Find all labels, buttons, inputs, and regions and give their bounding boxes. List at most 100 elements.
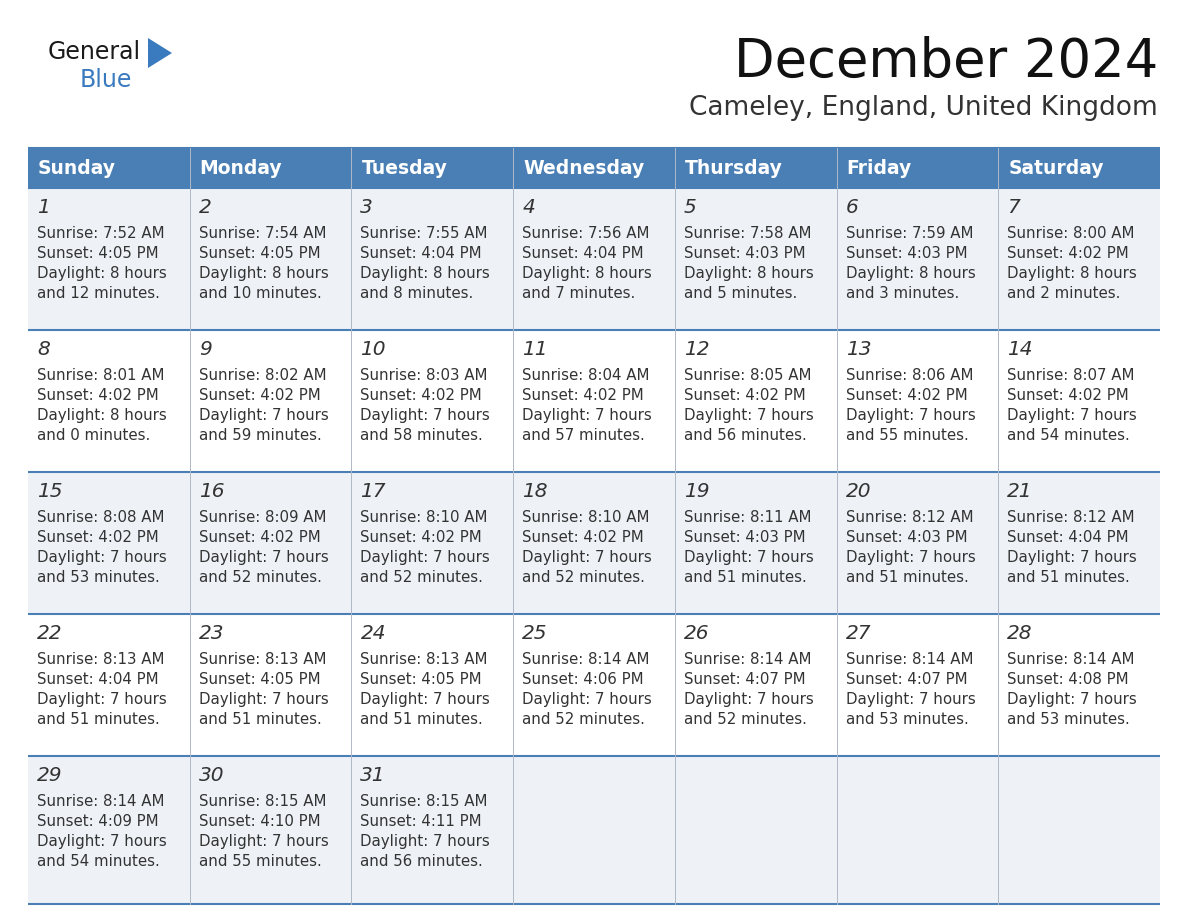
Bar	[29, 472, 1159, 614]
Text: 13: 13	[846, 340, 871, 359]
Text: Sunset: 4:05 PM: Sunset: 4:05 PM	[360, 672, 482, 687]
Text: Sunrise: 8:12 AM: Sunrise: 8:12 AM	[846, 510, 973, 525]
Text: and 51 minutes.: and 51 minutes.	[360, 712, 484, 727]
Text: and 52 minutes.: and 52 minutes.	[360, 570, 484, 585]
Text: Saturday: Saturday	[1009, 159, 1104, 177]
Text: 24: 24	[360, 624, 386, 643]
Text: and 52 minutes.: and 52 minutes.	[198, 570, 322, 585]
Text: 17: 17	[360, 482, 386, 501]
Text: Sunrise: 8:14 AM: Sunrise: 8:14 AM	[684, 652, 811, 667]
Text: Sunset: 4:02 PM: Sunset: 4:02 PM	[198, 388, 321, 403]
Text: and 58 minutes.: and 58 minutes.	[360, 428, 484, 443]
Text: Sunrise: 8:11 AM: Sunrise: 8:11 AM	[684, 510, 811, 525]
Text: 27: 27	[846, 624, 871, 643]
Text: Sunset: 4:04 PM: Sunset: 4:04 PM	[37, 672, 159, 687]
Text: 10: 10	[360, 340, 386, 359]
Text: and 52 minutes.: and 52 minutes.	[523, 712, 645, 727]
Bar	[29, 148, 1159, 188]
Bar	[29, 330, 1159, 472]
Text: Sunset: 4:02 PM: Sunset: 4:02 PM	[1007, 246, 1129, 261]
Text: Daylight: 7 hours: Daylight: 7 hours	[684, 692, 814, 707]
Bar	[29, 756, 1159, 904]
Text: Monday: Monday	[200, 159, 283, 177]
Text: Sunrise: 8:10 AM: Sunrise: 8:10 AM	[360, 510, 488, 525]
Text: Daylight: 8 hours: Daylight: 8 hours	[846, 266, 975, 281]
Text: Sunset: 4:05 PM: Sunset: 4:05 PM	[37, 246, 159, 261]
Text: and 10 minutes.: and 10 minutes.	[198, 286, 322, 301]
Text: Sunrise: 8:00 AM: Sunrise: 8:00 AM	[1007, 226, 1135, 241]
Text: Daylight: 7 hours: Daylight: 7 hours	[198, 408, 328, 423]
Text: 28: 28	[1007, 624, 1032, 643]
Text: Sunset: 4:08 PM: Sunset: 4:08 PM	[1007, 672, 1129, 687]
Text: 14: 14	[1007, 340, 1032, 359]
Text: December 2024: December 2024	[734, 36, 1158, 88]
Text: Sunset: 4:02 PM: Sunset: 4:02 PM	[523, 530, 644, 545]
Text: 11: 11	[523, 340, 548, 359]
Text: Sunrise: 8:01 AM: Sunrise: 8:01 AM	[37, 368, 164, 383]
Text: Daylight: 7 hours: Daylight: 7 hours	[684, 550, 814, 565]
Text: Sunset: 4:03 PM: Sunset: 4:03 PM	[684, 246, 805, 261]
Text: Cameley, England, United Kingdom: Cameley, England, United Kingdom	[689, 95, 1158, 121]
Text: Sunrise: 8:03 AM: Sunrise: 8:03 AM	[360, 368, 488, 383]
Text: Sunset: 4:02 PM: Sunset: 4:02 PM	[37, 388, 159, 403]
Text: and 5 minutes.: and 5 minutes.	[684, 286, 797, 301]
Text: Daylight: 7 hours: Daylight: 7 hours	[846, 692, 975, 707]
Text: Sunset: 4:06 PM: Sunset: 4:06 PM	[523, 672, 644, 687]
Text: and 2 minutes.: and 2 minutes.	[1007, 286, 1120, 301]
Text: Sunrise: 8:15 AM: Sunrise: 8:15 AM	[360, 794, 488, 809]
Text: Sunset: 4:02 PM: Sunset: 4:02 PM	[37, 530, 159, 545]
Text: 12: 12	[684, 340, 709, 359]
Text: 31: 31	[360, 766, 386, 785]
Text: and 51 minutes.: and 51 minutes.	[37, 712, 159, 727]
Text: and 3 minutes.: and 3 minutes.	[846, 286, 959, 301]
Text: and 52 minutes.: and 52 minutes.	[684, 712, 807, 727]
Text: Sunrise: 8:07 AM: Sunrise: 8:07 AM	[1007, 368, 1135, 383]
Text: Sunrise: 8:13 AM: Sunrise: 8:13 AM	[37, 652, 164, 667]
Text: Sunrise: 8:15 AM: Sunrise: 8:15 AM	[198, 794, 327, 809]
Text: Sunset: 4:10 PM: Sunset: 4:10 PM	[198, 814, 321, 829]
Text: Daylight: 7 hours: Daylight: 7 hours	[523, 408, 652, 423]
Text: Daylight: 7 hours: Daylight: 7 hours	[684, 408, 814, 423]
Text: Sunrise: 8:02 AM: Sunrise: 8:02 AM	[198, 368, 327, 383]
Text: Thursday: Thursday	[684, 159, 783, 177]
Text: Daylight: 7 hours: Daylight: 7 hours	[1007, 550, 1137, 565]
Text: 23: 23	[198, 624, 225, 643]
Text: Daylight: 7 hours: Daylight: 7 hours	[198, 692, 328, 707]
Text: 5: 5	[684, 198, 696, 217]
Text: Sunrise: 8:10 AM: Sunrise: 8:10 AM	[523, 510, 650, 525]
Text: Sunset: 4:02 PM: Sunset: 4:02 PM	[1007, 388, 1129, 403]
Text: Sunday: Sunday	[38, 159, 116, 177]
Text: Sunset: 4:05 PM: Sunset: 4:05 PM	[198, 672, 321, 687]
Text: and 59 minutes.: and 59 minutes.	[198, 428, 322, 443]
Text: Daylight: 7 hours: Daylight: 7 hours	[846, 408, 975, 423]
Text: Daylight: 7 hours: Daylight: 7 hours	[37, 550, 166, 565]
Text: and 53 minutes.: and 53 minutes.	[846, 712, 968, 727]
Text: 19: 19	[684, 482, 709, 501]
Text: and 0 minutes.: and 0 minutes.	[37, 428, 150, 443]
Text: Sunrise: 8:05 AM: Sunrise: 8:05 AM	[684, 368, 811, 383]
Text: and 51 minutes.: and 51 minutes.	[684, 570, 807, 585]
Text: Sunset: 4:02 PM: Sunset: 4:02 PM	[523, 388, 644, 403]
Text: Sunrise: 7:55 AM: Sunrise: 7:55 AM	[360, 226, 488, 241]
Text: and 54 minutes.: and 54 minutes.	[37, 854, 159, 869]
Text: Sunset: 4:09 PM: Sunset: 4:09 PM	[37, 814, 159, 829]
Text: General: General	[48, 40, 141, 64]
Text: and 57 minutes.: and 57 minutes.	[523, 428, 645, 443]
Text: 25: 25	[523, 624, 548, 643]
Text: Sunset: 4:04 PM: Sunset: 4:04 PM	[523, 246, 644, 261]
Text: 22: 22	[37, 624, 63, 643]
Text: Sunset: 4:07 PM: Sunset: 4:07 PM	[846, 672, 967, 687]
Text: Blue: Blue	[80, 68, 132, 92]
Text: Daylight: 8 hours: Daylight: 8 hours	[198, 266, 328, 281]
Text: and 54 minutes.: and 54 minutes.	[1007, 428, 1130, 443]
Text: Daylight: 7 hours: Daylight: 7 hours	[360, 550, 491, 565]
Text: 4: 4	[523, 198, 535, 217]
Text: Sunrise: 8:12 AM: Sunrise: 8:12 AM	[1007, 510, 1135, 525]
Text: Sunset: 4:04 PM: Sunset: 4:04 PM	[1007, 530, 1129, 545]
Text: Sunrise: 7:54 AM: Sunrise: 7:54 AM	[198, 226, 327, 241]
Text: Sunrise: 7:59 AM: Sunrise: 7:59 AM	[846, 226, 973, 241]
Text: Sunrise: 7:58 AM: Sunrise: 7:58 AM	[684, 226, 811, 241]
Text: Daylight: 8 hours: Daylight: 8 hours	[37, 408, 166, 423]
Text: Sunset: 4:07 PM: Sunset: 4:07 PM	[684, 672, 805, 687]
Text: and 51 minutes.: and 51 minutes.	[846, 570, 968, 585]
